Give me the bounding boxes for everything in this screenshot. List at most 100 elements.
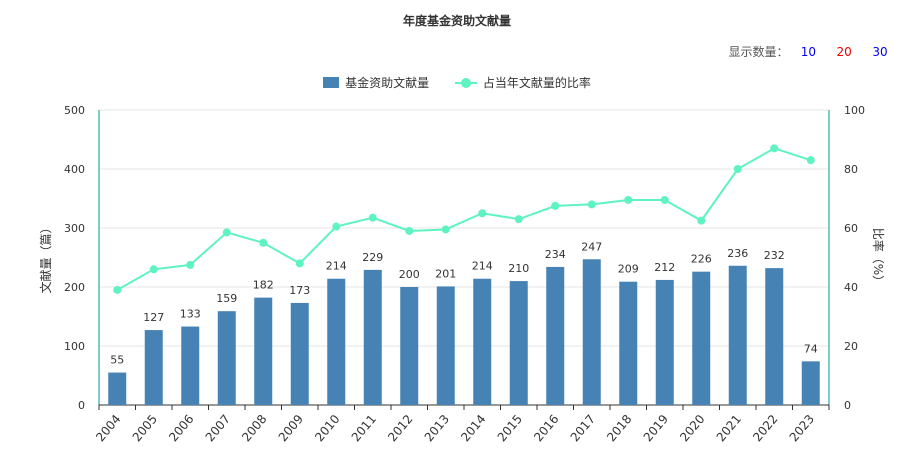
chart-title: 年度基金资助文献量 [402,14,511,28]
bar [546,266,565,405]
bar [181,326,200,405]
bar-value-label: 212 [654,261,675,274]
bar-value-label: 173 [289,284,310,297]
bar-value-label: 229 [362,251,383,264]
x-tick-label: 2009 [276,412,306,444]
y2-tick-label: 60 [844,222,858,235]
y2-tick-label: 20 [844,340,858,353]
x-tick-label: 2018 [604,412,634,444]
x-tick-label: 2016 [531,412,561,444]
legend-label-bar-series: 基金资助文献量 [345,76,430,90]
bar [400,287,419,405]
x-tick-label: 2019 [641,412,671,444]
bar-value-label: 133 [180,308,201,321]
x-tick-label: 2012 [385,412,415,444]
y-tick-label: 200 [64,281,85,294]
ratio-point [368,213,377,222]
x-tick-label: 2015 [495,412,525,444]
x-tick-label: 2014 [458,412,488,444]
ratio-line [116,147,812,291]
bar-value-label: 234 [545,248,566,261]
display-count-10-option[interactable]: 10 [800,45,816,59]
x-tick-label: 2013 [422,412,452,444]
ratio-point [478,209,487,218]
legend-item-line-series[interactable]: 占当年文献量的比率 [454,74,591,91]
x-tick-label: 2021 [714,412,744,444]
legend-label-line-series: 占当年文献量的比率 [482,76,591,90]
bar [801,361,820,405]
ratio-point [660,195,669,204]
bar [108,372,127,405]
bar [473,278,492,405]
y2-tick-label: 40 [844,281,858,294]
bar [363,269,382,405]
y2-tick-label: 100 [844,104,865,117]
y-tick-label: 100 [64,340,85,353]
bar-value-label: 232 [764,249,785,262]
x-tick-label: 2023 [787,412,817,444]
display-count-20-option[interactable]: 20 [836,45,852,59]
y-tick-label: 300 [64,222,85,235]
ratio-point [259,238,268,247]
bar-value-label: 210 [508,262,529,275]
x-tick-label: 2006 [166,412,196,444]
bar-value-label: 74 [804,342,818,355]
y-axis-title: 文献量（篇） [38,221,53,293]
bar [619,281,638,405]
bar-value-label: 214 [326,260,347,273]
ratio-point [733,165,742,173]
ratio-point [441,225,450,234]
x-tick-label: 2020 [677,412,707,444]
x-tick-label: 2010 [312,412,342,444]
y-tick-label: 0 [78,399,85,412]
bar-value-label: 226 [691,253,712,266]
ratio-point [806,156,815,165]
y-tick-label: 400 [64,163,85,176]
x-tick-label: 2022 [750,412,780,444]
display-count-selector: 显示数量： 10 20 30 [729,43,897,60]
bar-value-label: 236 [727,247,748,260]
x-tick-label: 2007 [203,412,233,444]
bar-value-label: 201 [435,267,456,280]
bar [509,281,528,405]
ratio-point [332,222,341,231]
legend-item-bar-series[interactable]: 基金资助文献量 [323,74,429,91]
bar [582,259,601,405]
ratio-point [405,226,414,235]
ratio-point [295,259,304,268]
bar-value-label: 182 [253,279,274,292]
x-tick-label: 2011 [349,412,379,444]
bar-value-label: 159 [216,292,237,305]
line-series-swatch [454,77,477,88]
bar-value-label: 247 [581,240,602,253]
x-tick-label: 2017 [568,412,598,444]
display-count-30-option[interactable]: 30 [872,45,888,59]
bar [217,311,236,405]
ratio-point [770,144,779,153]
ratio-point [113,285,122,294]
x-tick-label: 2004 [93,412,123,444]
ratio-point [587,200,596,209]
ratio-point [551,201,560,210]
bar [290,302,309,405]
bar [327,278,346,405]
y2-tick-label: 80 [844,163,858,176]
bar [436,286,455,405]
bar-value-label: 127 [143,311,164,324]
bar [254,297,273,405]
bar [655,279,674,405]
ratio-point [222,228,231,237]
bar [728,265,747,405]
ratio-point [186,260,195,269]
x-tick-label: 2008 [239,412,269,444]
bar [144,330,163,405]
bar-value-label: 209 [618,263,639,276]
bar [692,271,711,405]
ratio-point [697,216,706,225]
bar-value-label: 55 [110,354,124,367]
bar [765,268,784,405]
chart-legend: 基金资助文献量 占当年文献量的比率 [0,74,914,91]
ratio-point [624,195,633,204]
bar-value-label: 200 [399,268,420,281]
